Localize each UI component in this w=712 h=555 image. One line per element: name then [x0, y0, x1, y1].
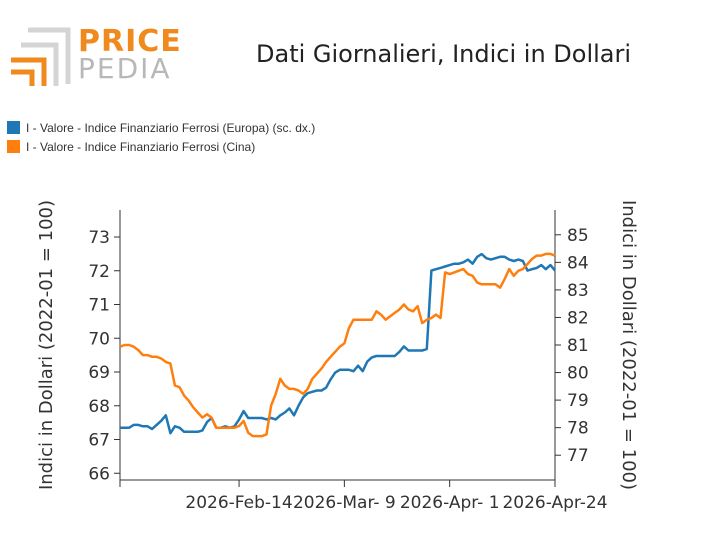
- y-left-tick-label: 67: [88, 431, 110, 451]
- y-right-tick-label: 79: [567, 391, 589, 411]
- y-right-tick-label: 78: [567, 419, 589, 439]
- x-tick-label: 2026-Mar- 9: [293, 493, 396, 513]
- y-right-tick-label: 77: [567, 446, 589, 466]
- y-left-tick-label: 69: [88, 363, 110, 383]
- x-tick-label: 2026-Apr- 1: [400, 493, 500, 513]
- y-axis-left-title: Indici in Dollari (2022-01 = 100): [36, 200, 57, 490]
- y-axis-right-title: Indici in Dollari (2022-01 = 100): [618, 200, 639, 490]
- y-right-tick-label: 81: [567, 336, 589, 356]
- y-right-tick-label: 85: [567, 226, 589, 246]
- axes: 66 67 68 69 70 71 72 73 77 78 79 80 81 82 83 84 85 2026-F…: [36, 200, 639, 513]
- logo-mark-icon: [11, 27, 71, 86]
- x-tick-label: 2026-Apr-24: [502, 493, 607, 513]
- chart-legend: I - Valore - Indice Finanziario Ferrosi …: [7, 118, 315, 156]
- y-left-tick-label: 70: [88, 329, 110, 349]
- y-left-tick-label: 71: [88, 296, 110, 316]
- logo-text-price: PRICE: [78, 24, 182, 59]
- logo-text-pedia: PEDIA: [78, 52, 172, 85]
- chart-title: Dati Giornalieri, Indici in Dollari: [256, 40, 632, 68]
- legend-item-cina: I - Valore - Indice Finanziario Ferrosi …: [7, 137, 315, 156]
- y-left-tick-label: 73: [88, 228, 110, 248]
- y-right-tick-label: 80: [567, 364, 589, 384]
- y-right-tick-label: 83: [567, 281, 589, 301]
- legend-swatch-europa: [7, 121, 20, 134]
- series-lines: [119, 252, 556, 438]
- pricepedia-logo: PRICE PEDIA: [8, 22, 181, 94]
- y-left-tick-label: 72: [88, 262, 110, 282]
- legend-swatch-cina: [7, 140, 20, 153]
- y-right-tick-label: 84: [567, 253, 589, 273]
- y-left-tick-label: 68: [88, 397, 110, 417]
- legend-item-europa: I - Valore - Indice Finanziario Ferrosi …: [7, 118, 315, 137]
- x-tick-label: 2026-Feb-14: [185, 493, 292, 513]
- legend-label-europa: I - Valore - Indice Finanziario Ferrosi …: [26, 120, 316, 135]
- y-right-tick-label: 82: [567, 308, 589, 328]
- series-line-europa: [120, 252, 556, 435]
- y-left-tick-label: 66: [88, 464, 110, 484]
- legend-label-cina: I - Valore - Indice Finanziario Ferrosi …: [26, 139, 256, 154]
- series-line-cina: [119, 252, 556, 438]
